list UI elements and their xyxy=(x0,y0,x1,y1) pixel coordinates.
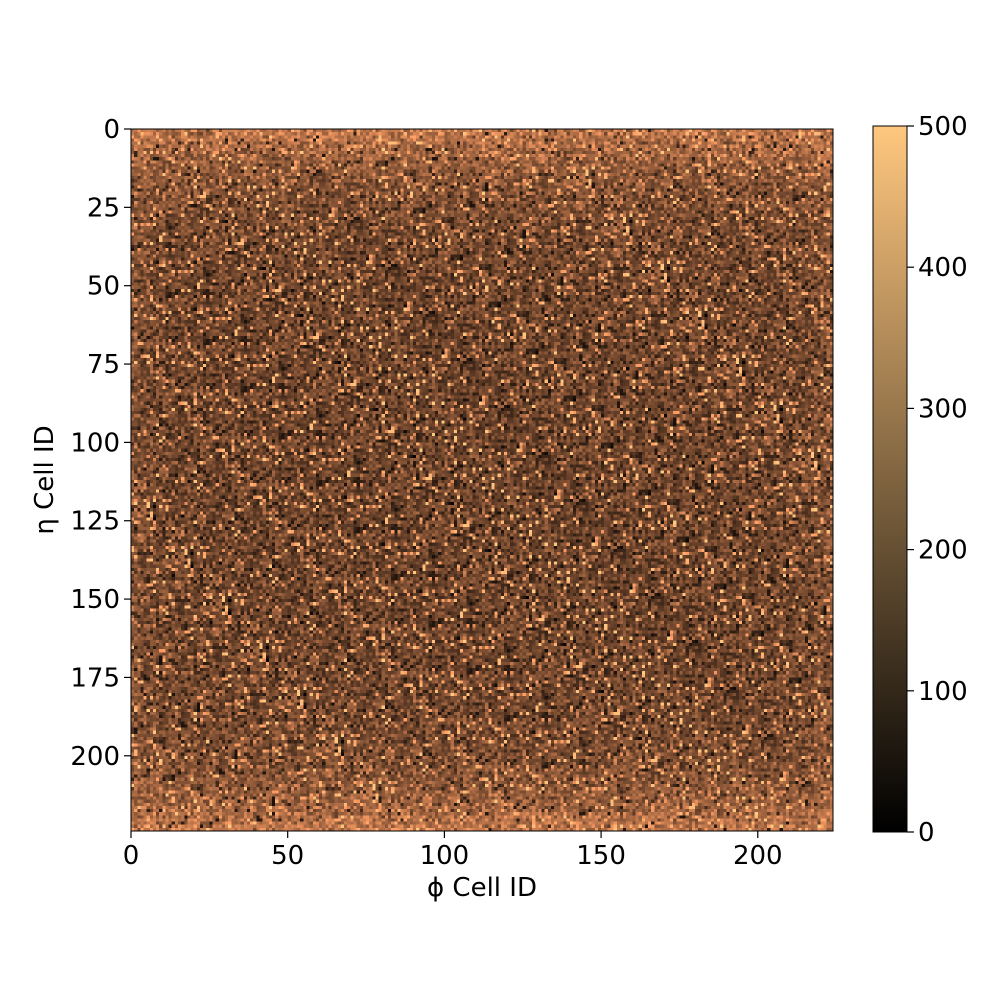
colorbar-gradient xyxy=(872,125,908,833)
colorbar-tick-label: 100 xyxy=(918,677,968,707)
x-tick-label: 0 xyxy=(123,841,140,871)
y-tick-label: 25 xyxy=(87,193,120,223)
x-tick-label: 50 xyxy=(271,841,304,871)
x-axis-ticks: 0 50 100 150 200 xyxy=(123,831,783,871)
y-tick-label: 175 xyxy=(70,663,120,693)
y-tick-label: 100 xyxy=(70,428,120,458)
x-axis-label: ϕ Cell ID xyxy=(427,873,537,903)
x-tick-label: 100 xyxy=(420,841,470,871)
colorbar-tick-label: 200 xyxy=(918,536,968,566)
colorbar-tick-label: 500 xyxy=(918,112,968,142)
colorbar: 0 100 200 300 400 500 xyxy=(872,112,968,848)
colorbar-tick-label: 0 xyxy=(918,818,935,848)
colorbar-ticks: 0 100 200 300 400 500 xyxy=(907,112,968,848)
y-axis-label: η Cell ID xyxy=(30,425,60,534)
y-tick-label: 50 xyxy=(87,272,120,302)
y-tick-label: 150 xyxy=(70,585,120,615)
y-tick-label: 75 xyxy=(87,350,120,380)
x-tick-label: 150 xyxy=(576,841,626,871)
y-tick-label: 0 xyxy=(103,115,120,145)
heatmap-plot-area xyxy=(130,128,834,832)
x-tick-label: 200 xyxy=(733,841,783,871)
plot-frame xyxy=(130,128,834,832)
y-tick-label: 125 xyxy=(70,507,120,537)
y-axis-ticks: 0 25 50 75 100 125 150 175 200 xyxy=(70,115,131,772)
heatmap-cells xyxy=(131,129,833,831)
colorbar-tick-label: 300 xyxy=(918,394,968,424)
y-tick-label: 200 xyxy=(70,742,120,772)
colorbar-tick-label: 400 xyxy=(918,253,968,283)
